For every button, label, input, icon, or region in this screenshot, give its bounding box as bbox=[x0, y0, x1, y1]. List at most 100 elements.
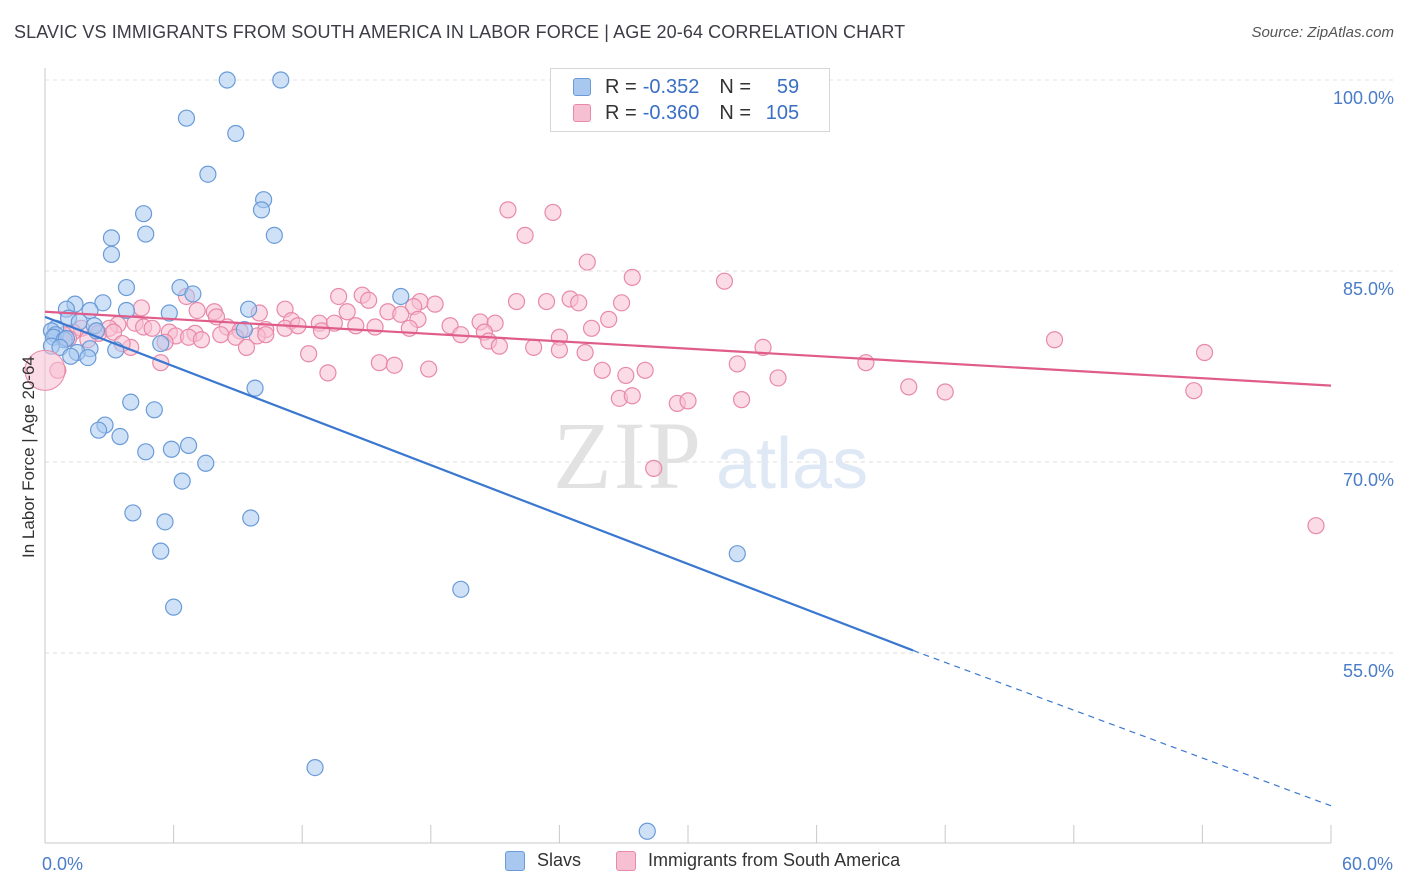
slavs-point bbox=[197, 454, 215, 472]
south-america-point bbox=[192, 331, 211, 349]
slavs-point bbox=[235, 320, 253, 339]
slavs-point bbox=[152, 334, 170, 353]
south-america-point bbox=[385, 356, 403, 374]
series-swatch-south-america bbox=[616, 850, 636, 871]
legend-n-value: 105 bbox=[765, 101, 800, 124]
south-america-point bbox=[544, 203, 562, 222]
south-america-point bbox=[570, 294, 588, 312]
series-legend-south-america[interactable]: Immigrants from South America bbox=[616, 850, 900, 871]
source-credit: Source: ZipAtlas.com bbox=[1251, 24, 1394, 41]
south-america-point bbox=[237, 338, 256, 356]
y-tick-label: 55.0% bbox=[1343, 661, 1394, 681]
south-america-point bbox=[360, 291, 378, 309]
south-america-point bbox=[104, 323, 123, 341]
south-america-point bbox=[319, 364, 337, 382]
slavs-point bbox=[134, 205, 153, 223]
series-swatch-slavs bbox=[505, 850, 525, 871]
south-america-point bbox=[537, 292, 556, 311]
slavs-point bbox=[122, 393, 140, 411]
slavs-point bbox=[252, 201, 271, 219]
south-america-point bbox=[612, 294, 631, 312]
slavs-point bbox=[452, 580, 470, 598]
tick-labels: 100.0% 85.0% 70.0% 55.0% 0.0% 60.0% bbox=[42, 88, 1394, 874]
slavs-point bbox=[102, 245, 121, 264]
south-america-trend-line bbox=[44, 310, 1332, 387]
south-america-point bbox=[366, 318, 384, 336]
slavs-point bbox=[124, 504, 142, 522]
watermark: ZIP atlas bbox=[553, 402, 868, 509]
y-tick-label: 70.0% bbox=[1343, 470, 1394, 490]
legend-n-label: N = bbox=[719, 101, 752, 124]
slavs-point bbox=[145, 401, 163, 419]
slavs-point bbox=[165, 598, 183, 616]
slavs-point bbox=[94, 294, 112, 312]
south-america-point bbox=[645, 459, 663, 477]
south-america-point bbox=[347, 317, 365, 335]
slavs-point bbox=[218, 71, 236, 89]
south-america-point bbox=[212, 326, 230, 344]
slavs-point bbox=[177, 109, 196, 127]
y-tick-label: 85.0% bbox=[1343, 279, 1394, 299]
series-legend: Slavs Immigrants from South America bbox=[0, 850, 1406, 878]
slavs-point bbox=[227, 124, 245, 143]
legend-swatch-slavs bbox=[573, 78, 591, 96]
south-america-point bbox=[636, 361, 654, 379]
series-legend-slavs[interactable]: Slavs bbox=[505, 850, 581, 871]
south-america-point bbox=[132, 299, 151, 317]
south-america-point bbox=[679, 392, 697, 410]
y-axis-title: In Labor Force | Age 20-64 bbox=[19, 356, 38, 558]
south-america-point bbox=[623, 268, 641, 286]
south-america-point bbox=[188, 301, 206, 320]
legend-swatch-south-america bbox=[573, 104, 591, 122]
legend-n-value: 59 bbox=[776, 75, 800, 98]
south-america-point bbox=[507, 292, 526, 311]
south-america-point bbox=[857, 354, 875, 372]
south-america-point bbox=[330, 287, 348, 306]
south-america-point bbox=[143, 319, 161, 337]
slavs-point bbox=[111, 427, 129, 446]
south-america-point bbox=[525, 338, 543, 356]
slavs-point bbox=[152, 542, 170, 560]
slavs-point bbox=[117, 301, 136, 320]
south-america-point bbox=[516, 226, 534, 244]
slavs-point bbox=[180, 436, 198, 455]
slavs-point bbox=[638, 822, 656, 840]
south-america-point bbox=[420, 360, 438, 378]
legend-r-value: -0.352 bbox=[642, 75, 700, 98]
south-america-point bbox=[1045, 331, 1064, 349]
south-america-point bbox=[257, 326, 275, 344]
legend-r-label: R = bbox=[605, 75, 637, 98]
south-america-point bbox=[754, 338, 772, 356]
south-america-point bbox=[578, 253, 596, 271]
south-america-point bbox=[490, 337, 508, 355]
legend-n-label: N = bbox=[719, 75, 752, 98]
series-label-south-america: Immigrants from South America bbox=[648, 850, 901, 870]
south-america-point bbox=[338, 303, 356, 321]
south-america-point bbox=[582, 319, 601, 337]
x-tick-label: 60.0% bbox=[1342, 854, 1393, 874]
slavs-point bbox=[184, 285, 202, 303]
slavs-point bbox=[117, 278, 136, 297]
legend-r-value: -0.360 bbox=[642, 101, 700, 124]
watermark-zip: ZIP bbox=[553, 402, 703, 509]
gridlines bbox=[45, 79, 1394, 654]
slavs-point bbox=[173, 472, 191, 490]
slavs-trend-extension bbox=[912, 649, 1332, 807]
south-america-point bbox=[550, 341, 569, 359]
legend-r-label: R = bbox=[605, 101, 637, 124]
south-america-point bbox=[426, 295, 444, 313]
south-america-point bbox=[617, 366, 635, 385]
slavs-point bbox=[246, 379, 264, 397]
slavs-point bbox=[272, 71, 290, 89]
south-america-point bbox=[715, 272, 734, 290]
slavs-point bbox=[89, 421, 108, 439]
south-america-point bbox=[499, 201, 517, 219]
south-america-point bbox=[300, 345, 318, 363]
slavs-point bbox=[137, 225, 155, 243]
slavs-point bbox=[156, 513, 174, 531]
south-america-point bbox=[728, 355, 746, 373]
y-tick-label: 100.0% bbox=[1333, 88, 1394, 108]
slavs-point bbox=[199, 165, 217, 183]
south-america-point bbox=[312, 322, 331, 340]
